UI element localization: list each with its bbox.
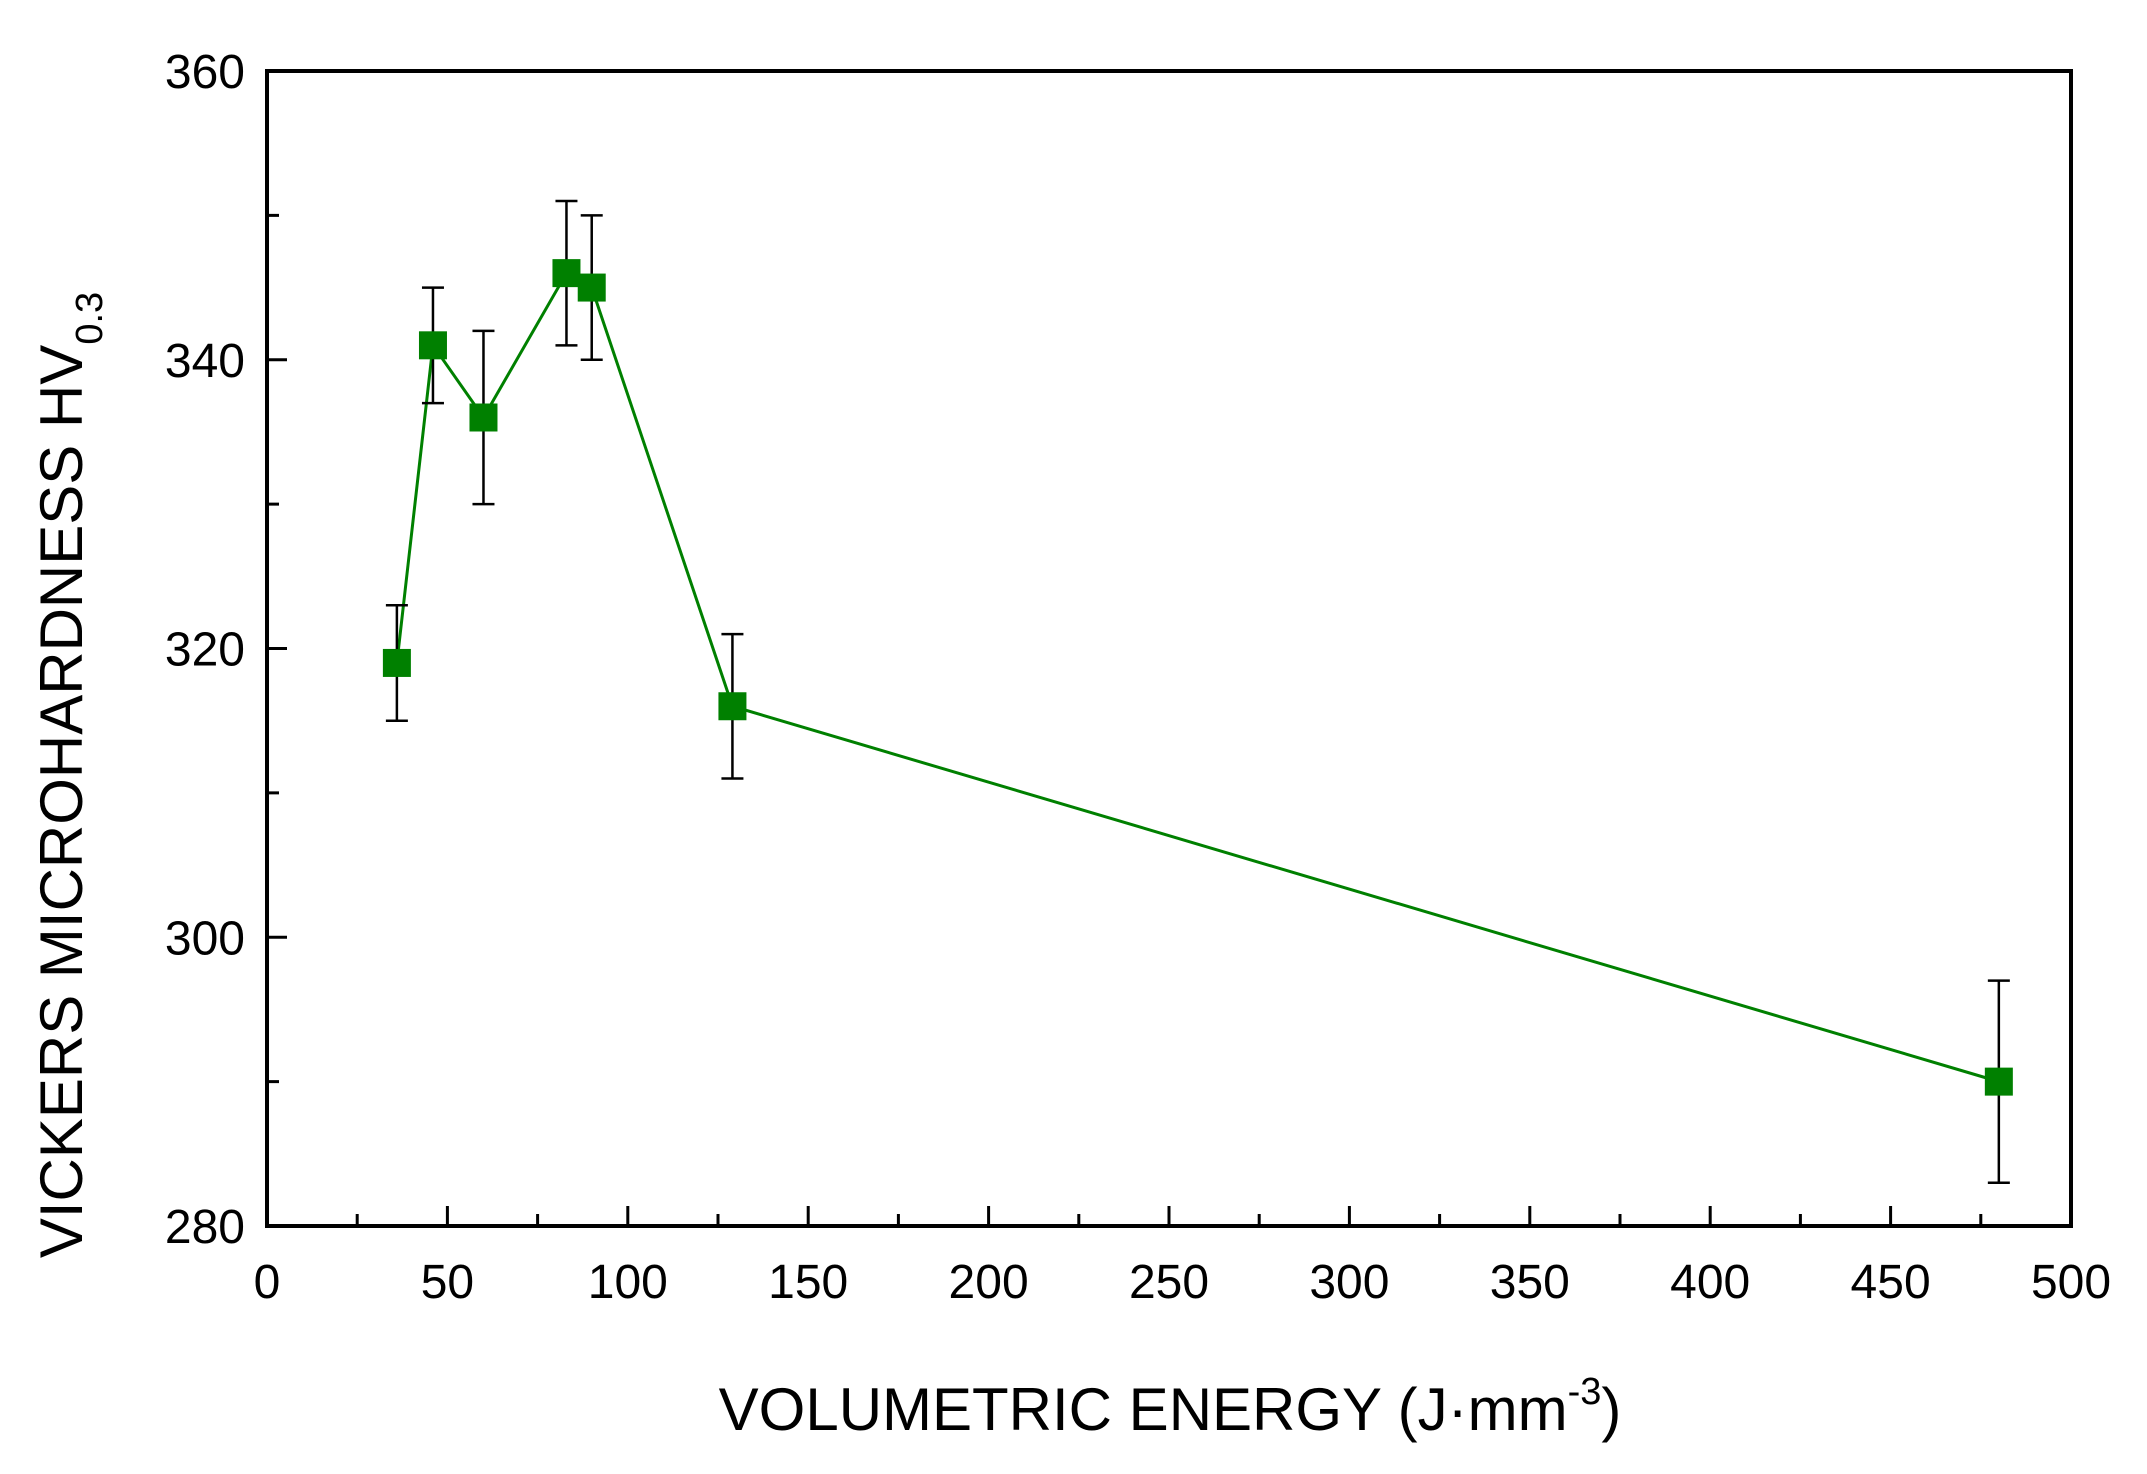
y-tick-label: 300 — [165, 912, 245, 965]
x-tick-label: 250 — [1129, 1256, 1209, 1309]
y-tick-label: 280 — [165, 1201, 245, 1254]
y-axis-title: VICKERS MICROHARDNESS HV0.3 — [28, 292, 111, 1258]
x-axis-title-main: VOLUMETRIC ENERGY (J·mm — [719, 1376, 1568, 1443]
x-tick-label: 400 — [1670, 1256, 1750, 1309]
plot-area-frame — [265, 69, 2073, 1228]
y-tick-label: 320 — [165, 624, 245, 677]
x-axis-title: VOLUMETRIC ENERGY (J·mm-3) — [719, 1371, 1622, 1443]
y-axis-title-subscript: 0.3 — [69, 292, 111, 345]
x-axis-title-superscript: -3 — [1568, 1371, 1602, 1413]
x-tick-label: 100 — [588, 1256, 668, 1309]
y-axis-title-main: VICKERS MICROHARDNESS HV — [28, 345, 95, 1258]
minor-ticks — [267, 213, 1983, 1226]
x-axis-title-close: ) — [1601, 1376, 1621, 1443]
data-point-marker — [469, 403, 498, 432]
x-tick-label: 450 — [1851, 1256, 1931, 1309]
x-tick-label: 500 — [2031, 1256, 2111, 1309]
x-tick-label: 150 — [768, 1256, 848, 1309]
data-point-marker — [1984, 1067, 2013, 1096]
y-tick-label: 360 — [165, 46, 245, 99]
major-ticks — [265, 69, 2073, 1228]
data-point-marker — [577, 273, 606, 302]
x-tick-label: 50 — [421, 1256, 474, 1309]
y-tick-label: 340 — [165, 335, 245, 388]
data-point-marker — [552, 259, 581, 288]
data-point-marker — [418, 331, 447, 360]
x-tick-label: 0 — [254, 1256, 281, 1309]
data-point-marker — [382, 648, 411, 677]
data-point-marker — [718, 692, 747, 721]
series-line — [395, 271, 2000, 1084]
x-tick-label: 300 — [1309, 1256, 1389, 1309]
x-tick-labels: 0 50 100 150 200 250 300 350 400 450 500 — [254, 1256, 2111, 1309]
x-tick-label: 200 — [949, 1256, 1029, 1309]
x-tick-label: 350 — [1490, 1256, 1570, 1309]
series-layer — [382, 199, 2013, 1184]
y-tick-labels: 280 300 320 340 360 — [165, 46, 245, 1254]
